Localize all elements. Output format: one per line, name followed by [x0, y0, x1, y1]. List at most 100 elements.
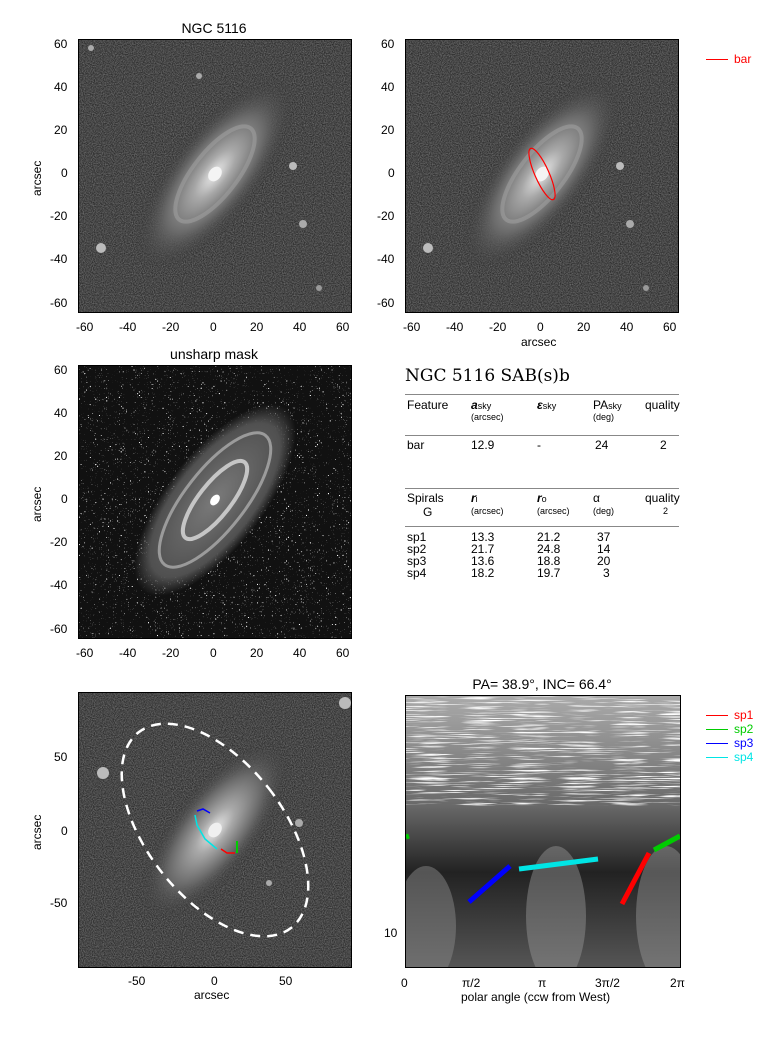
- ytick-polar-10: 10: [384, 926, 398, 940]
- legend-bar-label: bar: [734, 52, 752, 66]
- sp-row-3-alpha: 20: [597, 554, 611, 568]
- unsharp-mask-image: [79, 366, 351, 638]
- xtick-p2-m40: -40: [446, 320, 464, 334]
- ytick-p3-0: 0: [61, 492, 68, 506]
- xtick-p1-40: 40: [293, 320, 307, 334]
- sp-row-3-name: sp3: [407, 554, 427, 568]
- legend-sp4-line: [706, 757, 728, 758]
- ytick-p1-m40: -40: [50, 252, 68, 266]
- table-rule-2: [405, 435, 679, 436]
- ytick-p3-m60: -60: [50, 622, 68, 636]
- ytick-p2-40: 40: [381, 80, 395, 94]
- xtick-p1-m60: -60: [76, 320, 94, 334]
- sp-row-4-ri: 18.2: [471, 566, 495, 580]
- th-ro: ro: [537, 491, 547, 505]
- th-ro-unit: (arcsec): [537, 506, 570, 516]
- polar-map-image: [406, 696, 680, 967]
- deprojection-ellipse: [120, 722, 310, 938]
- th-pa: PAsky: [593, 398, 622, 412]
- bar-eps: -: [537, 438, 541, 452]
- ylabel-p1: arcsec: [30, 160, 44, 196]
- th-spirals: Spirals: [407, 491, 444, 505]
- measurement-table: Feature asky (arcsec) εsky PAsky (deg) q…: [405, 394, 680, 594]
- polar-map-panel: [405, 695, 681, 968]
- xtick-p5-50: 50: [279, 974, 293, 988]
- xtick-p2-0: 0: [537, 320, 544, 334]
- sp-row-1-alpha: 37: [597, 530, 611, 544]
- deprojected-image: [79, 693, 351, 967]
- xtick-p5-0: 0: [211, 974, 218, 988]
- sp-row-2-name: sp2: [407, 542, 427, 556]
- xlabel-p2: arcsec: [521, 335, 557, 349]
- ytick-p1-60: 60: [54, 37, 68, 51]
- sp-row-4-ro: 19.7: [537, 566, 561, 580]
- sp-row-1-name: sp1: [407, 530, 427, 544]
- ytick-p3-m40: -40: [50, 578, 68, 592]
- bar-pa: 24: [595, 438, 609, 452]
- ylabel-p5: arcsec: [30, 814, 44, 850]
- bar-a: 12.9: [471, 438, 495, 452]
- xtick-p1-0: 0: [210, 320, 217, 334]
- th-spirals-g: G: [423, 505, 433, 519]
- sp4-trace: [194, 814, 218, 850]
- th-alpha: α: [593, 491, 600, 505]
- xtick-polar-2pi: 2π: [670, 976, 685, 990]
- xtick-p3-0: 0: [210, 646, 217, 660]
- th-alpha-unit: (deg): [593, 506, 615, 516]
- xtick-p2-m20: -20: [489, 320, 507, 334]
- galaxy-image: [79, 40, 351, 312]
- ytick-p2-m60: -60: [377, 296, 395, 310]
- sp1-polar-trace: [619, 851, 652, 906]
- legend-sp1-line: [706, 715, 728, 716]
- ytick-p3-60: 60: [54, 363, 68, 377]
- sp-row-2-alpha: 14: [597, 542, 611, 556]
- xtick-p2-60: 60: [663, 320, 677, 334]
- legend-sp4-label: sp4: [734, 750, 754, 764]
- ylabel-p3: arcsec: [30, 486, 44, 522]
- ytick-p1-40: 40: [54, 80, 68, 94]
- xtick-p1-m40: -40: [119, 320, 137, 334]
- bar-quality: 2: [660, 438, 667, 452]
- xtick-p3-m20: -20: [162, 646, 180, 660]
- sp-row-3-ro: 18.8: [537, 554, 561, 568]
- xtick-p5-m50: -50: [128, 974, 146, 988]
- panel-title-polar: PA= 38.9°, INC= 66.4°: [472, 676, 612, 692]
- ytick-p5-50: 50: [54, 750, 68, 764]
- ytick-p2-m20: -20: [377, 209, 395, 223]
- sp1-trace: [220, 848, 235, 854]
- th-a-unit: (arcsec): [471, 412, 504, 422]
- ytick-p1-m60: -60: [50, 296, 68, 310]
- table-rule-3: [405, 488, 679, 489]
- xtick-polar-pi2: π/2: [462, 976, 481, 990]
- panel-title-galaxy: NGC 5116: [181, 20, 247, 36]
- bar-feature: bar: [407, 438, 425, 452]
- sp4-polar-trace: [518, 856, 599, 872]
- ytick-p3-20: 20: [54, 449, 68, 463]
- th-sp-quality-val: 2: [663, 506, 669, 516]
- unsharp-mask-panel: [78, 365, 352, 639]
- bar-ellipse: [528, 147, 556, 201]
- ytick-p5-0: 0: [61, 824, 68, 838]
- xtick-p2-m60: -60: [403, 320, 421, 334]
- legend-sp2-line: [706, 729, 728, 730]
- legend-sp2-label: sp2: [734, 722, 754, 736]
- sp-row-1-ri: 13.3: [471, 530, 495, 544]
- ytick-p3-40: 40: [54, 406, 68, 420]
- xtick-polar-pi: π: [538, 976, 547, 990]
- xtick-p3-60: 60: [336, 646, 350, 660]
- xtick-p2-20: 20: [577, 320, 591, 334]
- sp3-polar-trace: [467, 864, 512, 904]
- sp2-polar-trace-wrap: [406, 833, 410, 840]
- th-ri-unit: (arcsec): [471, 506, 504, 516]
- galaxy-image-panel: [78, 39, 352, 313]
- xtick-polar-3pi2: 3π/2: [595, 976, 620, 990]
- ytick-p3-m20: -20: [50, 535, 68, 549]
- table-title: NGC 5116 SAB(s)b: [405, 366, 570, 386]
- panel-title-unsharp: unsharp mask: [170, 346, 258, 362]
- xlabel-polar: polar angle (ccw from West): [461, 990, 611, 1004]
- ytick-p2-0: 0: [388, 166, 395, 180]
- th-ri: ri: [471, 491, 478, 505]
- sp-row-2-ro: 24.8: [537, 542, 561, 556]
- xtick-p3-m60: -60: [76, 646, 94, 660]
- th-quality: quality: [645, 398, 680, 412]
